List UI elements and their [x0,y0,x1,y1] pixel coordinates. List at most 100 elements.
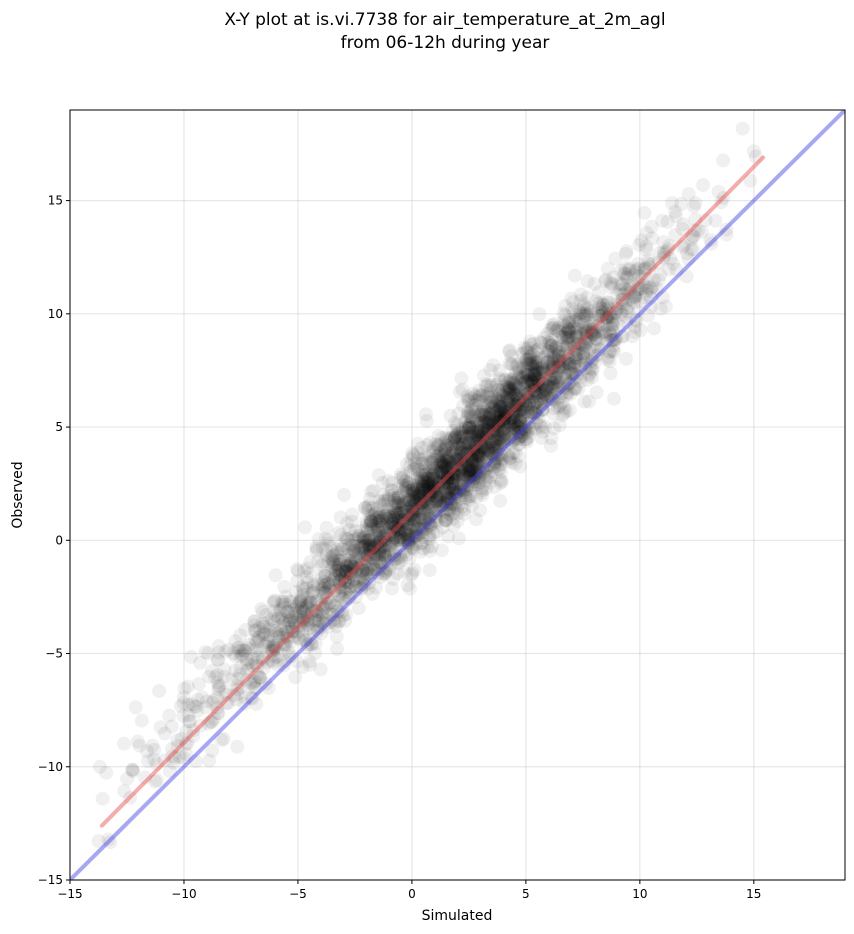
scatter-point [349,559,364,574]
scatter-point [391,490,406,505]
scatter-point [145,738,160,753]
scatter-point [396,532,411,547]
scatter-point [297,606,312,621]
scatter-point [388,520,403,535]
scatter-point [385,516,400,531]
scatter-point [326,613,341,628]
scatter-point [469,428,484,443]
scatter-point [496,407,511,422]
scatter-point [436,477,451,492]
scatter-point [396,471,411,486]
scatter-point [174,731,189,746]
scatter-point [305,603,320,618]
scatter-point [362,534,377,549]
scatter-point [453,462,468,477]
scatter-point [451,469,466,484]
scatter-point [372,545,387,560]
scatter-point [459,441,474,456]
scatter-point [316,554,331,569]
scatter-point [394,553,409,568]
scatter-point [382,536,397,551]
scatter-point [271,629,286,644]
scatter-point [285,621,300,636]
scatter-point [391,521,406,536]
scatter-point [385,508,400,523]
scatter-point [420,468,435,483]
scatter-point [415,477,430,492]
scatter-point [469,471,484,486]
scatter-point [473,407,488,422]
scatter-point [498,373,513,388]
scatter-point [362,538,377,553]
scatter-point [377,534,392,549]
scatter-point [507,406,522,421]
scatter-point [370,523,385,538]
scatter-point [402,532,417,547]
scatter-point [444,470,459,485]
scatter-point [436,455,451,470]
scatter-point [436,475,451,490]
scatter-point [403,521,418,536]
scatter-point [356,533,371,548]
scatter-point [397,531,412,546]
scatter-point [420,471,435,486]
scatter-point [340,516,355,531]
scatter-point [460,445,475,460]
scatter-point [409,521,424,536]
scatter-point [377,550,392,565]
scatter-point [489,418,504,433]
scatter-point [399,474,414,489]
scatter-point [361,503,376,518]
scatter-point [433,502,448,517]
scatter-point [408,498,423,513]
scatter-point [370,530,385,545]
scatter-point [508,402,523,417]
scatter-point [210,706,225,721]
scatter-point [365,521,380,536]
scatter-point [416,489,431,504]
scatter-point [477,368,492,383]
scatter-point [391,513,406,528]
scatter-point [277,636,292,651]
scatter-point [455,437,470,452]
scatter-point [473,463,488,478]
scatter-point [264,653,279,668]
scatter-point [471,477,486,492]
scatter-point [340,575,355,590]
scatter-point [454,445,469,460]
scatter-point [384,483,399,498]
scatter-point [476,414,491,429]
scatter-point [478,427,493,442]
scatter-point [469,437,484,452]
scatter-point [149,773,164,788]
scatter-point [491,418,506,433]
scatter-point [384,535,399,550]
scatter-point [424,448,439,463]
scatter-point [277,613,292,628]
scatter-point [496,422,511,437]
scatter-point [492,402,507,417]
scatter-point [130,734,145,749]
scatter-point [492,451,507,466]
scatter-point [490,432,505,447]
scatter-point [454,454,469,469]
scatter-point [381,473,396,488]
scatter-point [366,552,381,567]
scatter-point [439,458,454,473]
scatter-point [170,739,185,754]
scatter-point [439,453,454,468]
scatter-point [217,684,232,699]
scatter-point [401,537,416,552]
scatter-point [315,615,330,630]
scatter-point [420,479,435,494]
scatter-point [408,524,423,539]
scatter-point [421,484,436,499]
scatter-point [240,663,255,678]
scatter-point [270,649,285,664]
scatter-point [433,455,448,470]
scatter-point [357,569,372,584]
scatter-point [464,401,479,416]
scatter-point [289,574,304,589]
scatter-point [473,435,488,450]
scatter-point [308,603,323,618]
